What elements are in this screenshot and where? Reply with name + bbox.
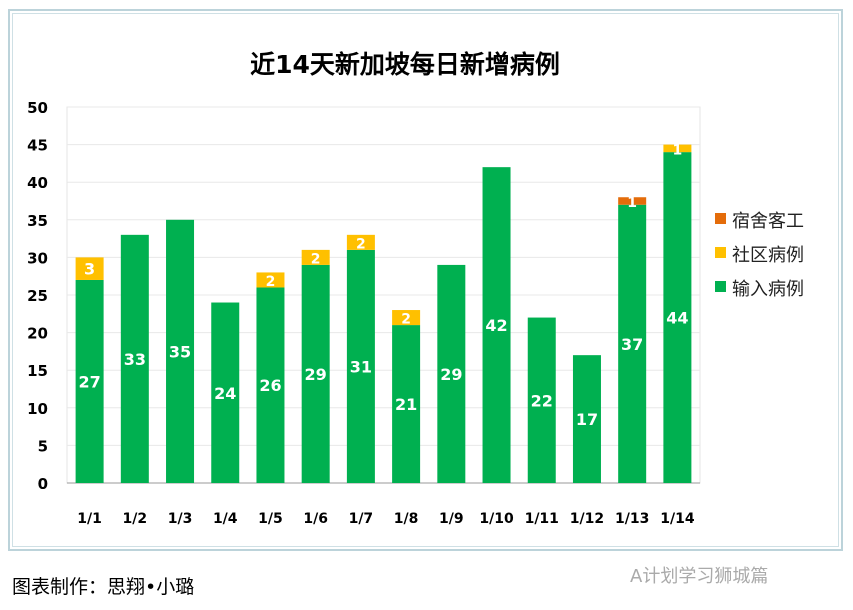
data-label: 37 (621, 335, 643, 354)
x-tick-label: 1/5 (258, 511, 283, 527)
x-tick-label: 1/4 (213, 511, 238, 527)
data-label: 33 (124, 350, 146, 369)
bar-segment (618, 204, 647, 483)
data-label: 3 (84, 260, 95, 279)
y-tick-label: 40 (27, 174, 48, 192)
x-tick-label: 1/6 (303, 511, 328, 527)
y-tick-label: 10 (27, 400, 48, 418)
y-tick-label: 5 (38, 437, 48, 455)
y-tick-label: 20 (27, 325, 48, 343)
y-tick-label: 15 (27, 362, 48, 380)
bar-segment (437, 264, 466, 483)
bar-segment (256, 272, 285, 288)
bar-segment (392, 325, 421, 483)
data-label: 2 (356, 236, 366, 252)
data-label: 29 (440, 365, 462, 384)
y-tick-label: 30 (27, 249, 48, 267)
chart-frame (8, 9, 843, 551)
legend-swatch (715, 213, 726, 224)
x-tick-label: 1/9 (439, 511, 464, 527)
bar-segment (166, 219, 195, 484)
y-tick-label: 45 (27, 137, 48, 155)
data-label: 17 (576, 410, 598, 429)
bar-segment (527, 317, 556, 483)
bar-segment (75, 279, 104, 483)
watermark: A计划学习狮城篇 (630, 566, 769, 587)
x-tick-label: 1/10 (479, 511, 514, 527)
data-label: 26 (259, 376, 281, 395)
data-label: 42 (485, 316, 507, 335)
legend-swatch (715, 281, 726, 292)
bar-segment (572, 355, 601, 483)
bar-segment (663, 152, 692, 483)
x-tick-label: 1/8 (394, 511, 419, 527)
bar-segment (346, 234, 375, 250)
bar-segment (120, 234, 149, 483)
data-label: 1 (673, 142, 683, 158)
data-label: 1 (627, 195, 637, 211)
bar-segment (256, 287, 285, 483)
x-tick-label: 1/1 (77, 511, 102, 527)
y-tick-label: 25 (27, 287, 48, 305)
data-label: 21 (395, 395, 417, 414)
y-tick-label: 50 (27, 99, 48, 117)
data-label: 22 (531, 391, 553, 410)
data-label: 2 (311, 251, 321, 267)
legend-label: 宿舍客工 (732, 211, 804, 232)
chart-title: 近14天新加坡每日新增病例 (250, 50, 560, 79)
legend-swatch (715, 247, 726, 258)
bar-segment (301, 249, 330, 265)
data-label: 31 (350, 357, 372, 376)
data-label: 2 (401, 312, 411, 328)
bar-segment (346, 249, 375, 483)
stacked-bar-chart: 近14天新加坡每日新增病例051015202530354045502731/13… (27, 50, 804, 527)
data-label: 44 (666, 309, 688, 328)
caption: 图表制作：思翔•小璐 (12, 576, 195, 598)
bar-segment (211, 302, 240, 483)
x-tick-label: 1/3 (168, 511, 193, 527)
data-label: 35 (169, 342, 191, 361)
data-label: 24 (214, 384, 236, 403)
x-tick-label: 1/13 (615, 511, 649, 527)
legend-label: 社区病例 (732, 245, 804, 266)
x-tick-label: 1/14 (660, 511, 695, 527)
bar-segment (301, 264, 330, 483)
x-tick-label: 1/11 (525, 511, 559, 527)
bar-segment (482, 167, 511, 483)
y-tick-label: 0 (38, 475, 48, 493)
x-tick-label: 1/2 (123, 511, 148, 527)
chart-frame-inner (12, 13, 839, 547)
bar-segment (75, 257, 104, 280)
bar-segment (663, 144, 692, 153)
data-label: 2 (266, 274, 276, 290)
legend-label: 输入病例 (732, 279, 804, 300)
y-tick-label: 35 (27, 212, 48, 230)
data-label: 29 (305, 365, 327, 384)
data-label: 27 (78, 372, 100, 391)
bar-segment (392, 310, 421, 326)
bar-segment (618, 197, 647, 205)
x-tick-label: 1/7 (349, 511, 374, 527)
x-tick-label: 1/12 (570, 511, 604, 527)
